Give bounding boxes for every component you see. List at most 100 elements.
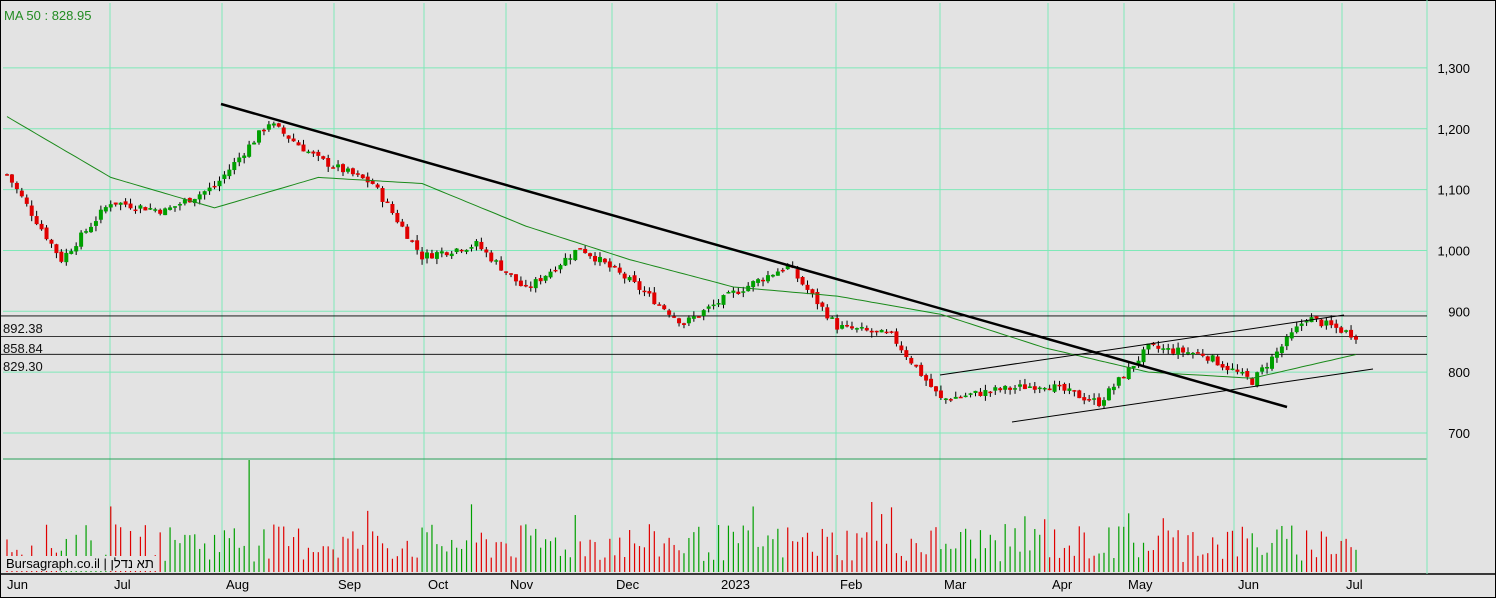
candle-up <box>237 157 242 163</box>
candle-up <box>197 194 202 200</box>
candle-up <box>597 256 602 263</box>
candle-down <box>1319 319 1324 327</box>
level-label-1: 892.38 <box>3 321 43 336</box>
candle-down <box>677 318 682 324</box>
candle-down <box>1062 383 1067 391</box>
candle-up <box>434 252 439 259</box>
candle-up <box>454 248 459 253</box>
candle-up <box>425 252 430 259</box>
trendline-down <box>220 102 1288 409</box>
candle-down <box>1121 376 1126 379</box>
candle-down <box>518 280 523 287</box>
candle-up <box>1052 384 1057 392</box>
candle-down <box>385 201 390 204</box>
candle-up <box>118 202 123 205</box>
candle-down <box>909 357 914 364</box>
candle-down <box>523 284 528 287</box>
candle-down <box>276 123 281 127</box>
candle-up <box>202 191 207 195</box>
candle-down <box>513 274 518 282</box>
candle-up <box>108 204 113 208</box>
candle-up <box>1116 377 1121 386</box>
candle-up <box>1092 398 1097 400</box>
candle-down <box>874 330 879 333</box>
candle-up <box>227 169 232 177</box>
candle-up <box>1161 348 1166 350</box>
candle-up <box>1344 330 1349 332</box>
candle-up <box>953 396 958 399</box>
candle-down <box>311 151 316 154</box>
candle-down <box>19 190 24 197</box>
candle-down <box>914 364 919 367</box>
candle-down <box>528 286 533 288</box>
candle-down <box>978 391 983 396</box>
candle-up <box>543 275 548 281</box>
candle-down <box>489 252 494 262</box>
candle-up <box>103 207 108 212</box>
candle-down <box>612 266 617 268</box>
candle-up <box>1126 366 1131 380</box>
candle-down <box>479 241 484 250</box>
candle-up <box>464 249 469 252</box>
candle-up <box>943 398 948 401</box>
candle-down <box>296 142 301 146</box>
candle-up <box>548 271 553 278</box>
candle-down <box>894 331 899 344</box>
candle-up <box>1304 320 1309 323</box>
candle-down <box>924 375 929 381</box>
candle-up <box>627 277 632 281</box>
candle-up <box>1185 352 1190 354</box>
candle-down <box>933 386 938 392</box>
candle-down <box>212 185 217 188</box>
candle-down <box>301 144 306 152</box>
candle-down <box>1008 387 1013 390</box>
trendline-channel-lower <box>1011 368 1374 423</box>
candle-down <box>113 202 118 205</box>
candle-down <box>948 399 953 401</box>
y-tick-label: 1,000 <box>1437 243 1470 258</box>
candle-down <box>667 310 672 315</box>
moving-average-label: MA 50 : 828.95 <box>4 8 92 23</box>
candle-up <box>257 130 262 143</box>
candle-down <box>889 331 894 333</box>
candle-up <box>1240 371 1245 374</box>
candle-down <box>1329 320 1334 326</box>
x-tick-label: May <box>1128 577 1153 592</box>
candle-down <box>647 291 652 294</box>
candle-up <box>1141 349 1146 363</box>
candle-down <box>696 316 701 318</box>
x-tick-label: Aug <box>226 577 249 592</box>
candle-up <box>716 303 721 305</box>
candle-down <box>504 271 509 273</box>
candle-down <box>321 156 326 159</box>
candle-down <box>54 244 59 254</box>
candle-up <box>686 317 691 324</box>
candle-up <box>1324 320 1329 326</box>
x-tick-label: Apr <box>1052 577 1073 592</box>
candle-up <box>1101 400 1106 406</box>
candle-down <box>1097 397 1102 407</box>
candle-down <box>1349 329 1354 338</box>
candle-up <box>163 208 168 216</box>
candle-down <box>123 201 128 205</box>
candle-up <box>469 247 474 249</box>
candle-down <box>133 209 138 212</box>
candle-down <box>341 164 346 173</box>
candle-down <box>380 188 385 202</box>
candle-down <box>429 253 434 259</box>
candle-down <box>849 326 854 329</box>
candle-down <box>672 316 677 318</box>
candle-up <box>138 205 143 209</box>
candle-up <box>1289 332 1294 339</box>
candle-down <box>5 174 9 176</box>
candle-down <box>617 267 622 273</box>
candle-down <box>1220 364 1225 368</box>
candle-up <box>840 325 845 329</box>
candle-up <box>69 251 74 254</box>
candle-down <box>588 253 593 257</box>
candle-up <box>1260 367 1265 372</box>
candle-up <box>558 265 563 270</box>
candle-down <box>662 305 667 310</box>
